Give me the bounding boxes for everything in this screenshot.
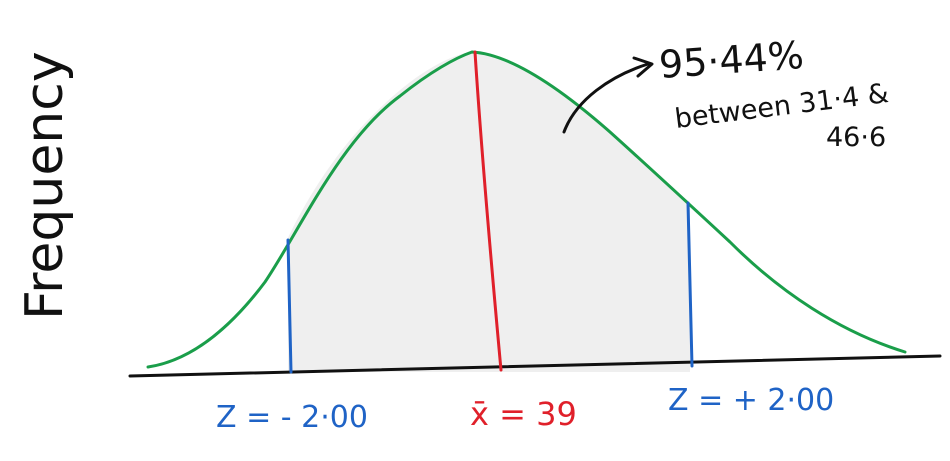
annotation-arrowhead-icon [632,56,654,78]
annotation-arrow-icon [562,62,650,134]
shaded-area [288,52,690,372]
z-left-label: Z = - 2·00 [216,400,368,435]
z-right-label: Z = + 2·00 [668,383,834,418]
mean-line [473,50,503,372]
annotation-upper-value: 46·6 [826,122,886,153]
x-baseline [128,354,942,378]
y-axis-label: Frequency [15,51,75,320]
z-right-line [686,201,694,368]
annotation-percent: 95·44% [658,33,806,87]
mean-label: x̄ = 39 [470,395,577,433]
bell-curve [146,50,907,369]
z-left-line [286,238,293,374]
